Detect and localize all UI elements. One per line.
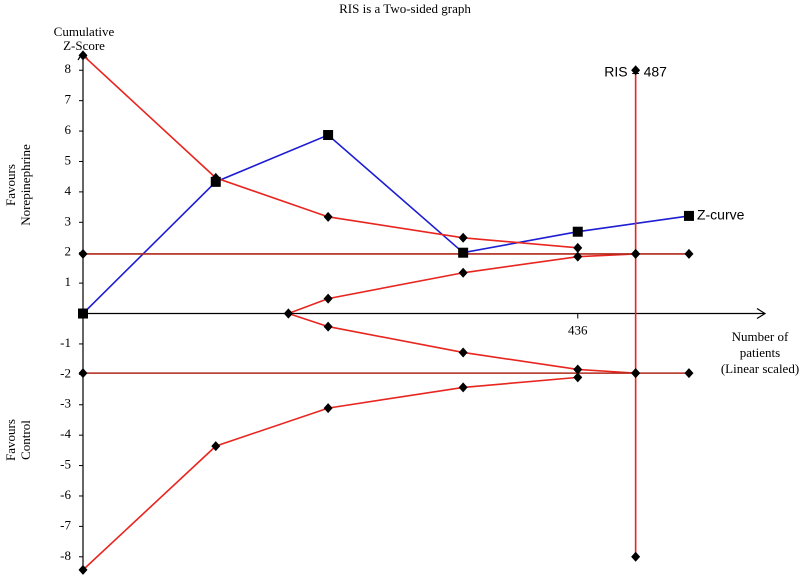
series-line [82,134,690,315]
marker [458,232,468,243]
region-label: Control [18,420,33,460]
marker [631,551,641,562]
y-tick-label: 1 [65,274,72,289]
marker [573,251,583,262]
marker [458,247,469,258]
y-tick-label: 4 [65,183,72,198]
marker [684,368,694,379]
y-tick-label: 8 [65,61,72,76]
y-tick-label: -1 [60,335,71,350]
axis-arrow [756,308,767,320]
y-tick-label: 3 [65,213,72,228]
marker [323,130,334,141]
y-tick-label: -4 [60,426,71,441]
y-axis-label: Z-Score [63,38,105,53]
marker [211,441,221,452]
marker [458,267,468,278]
marker [323,293,333,304]
marker [211,172,221,183]
marker [684,248,694,259]
marker [631,368,641,379]
marker [323,211,333,222]
y-tick-label: -8 [60,548,71,563]
y-tick-label: -6 [60,487,71,502]
y-tick-label: -7 [60,517,71,532]
y-tick-label: -5 [60,457,71,472]
marker [683,210,694,221]
marker [573,242,583,253]
marker [573,364,583,375]
marker [78,248,88,259]
marker [323,403,333,414]
region-label: Norepinephrine [18,144,33,226]
marker [458,347,468,358]
y-tick-label: 2 [65,244,72,259]
x-axis-label: patients [740,345,780,360]
region-label: Favours [3,419,18,461]
x-axis-label: Number of [732,329,789,344]
chart-title: RIS is a Two-sided graph [339,1,471,16]
y-tick-label: -3 [60,396,71,411]
y-tick-label: 6 [65,122,72,137]
marker [78,368,88,379]
marker [78,564,88,575]
y-tick-label: 5 [65,152,72,167]
marker [283,308,293,319]
marker [573,372,583,383]
series-line [288,253,636,315]
y-tick-label: 7 [65,92,72,107]
marker [631,248,641,259]
region-label: Favours [3,164,18,206]
marker [572,226,583,237]
x-tick-label: 436 [568,323,588,338]
marker [631,65,641,76]
series-label: Z-curve [697,207,745,223]
x-axis-label: (Linear scaled) [721,361,799,376]
marker [78,308,88,319]
marker [323,321,333,332]
marker [458,382,468,393]
marker [78,50,88,61]
y-tick-label: -2 [60,365,71,380]
y-axis-label: Cumulative [54,24,115,39]
